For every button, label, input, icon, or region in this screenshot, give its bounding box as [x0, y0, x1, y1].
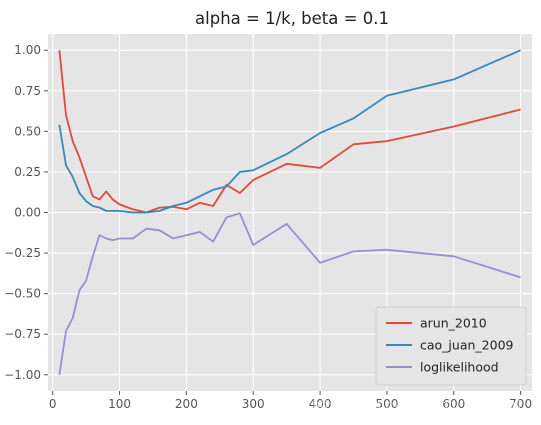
legend-label: cao_juan_2009 [420, 338, 514, 353]
x-tick-label: 0 [49, 397, 57, 411]
y-tick-label: −1.00 [4, 368, 41, 382]
y-tick-label: 0.50 [14, 124, 41, 138]
x-tick-label: 700 [509, 397, 532, 411]
y-tick-label: 1.00 [14, 43, 41, 57]
x-tick-label: 600 [442, 397, 465, 411]
series-line-arun_2010 [58, 50, 521, 214]
y-tick-label: 0.25 [14, 165, 41, 179]
y-tick-label: 0.00 [14, 206, 41, 220]
x-tick-label: 400 [309, 397, 332, 411]
y-tick-label: 0.75 [14, 84, 41, 98]
legend-box [375, 306, 527, 386]
x-tick-label: 100 [108, 397, 131, 411]
legend-label: loglikelihood [420, 360, 499, 375]
series-lines [58, 49, 521, 375]
series-line-cao_juan_2009 [58, 49, 521, 214]
y-tick-label: −0.25 [4, 246, 41, 260]
legend-label: arun_2010 [420, 316, 487, 331]
series-line-loglikelihood [58, 212, 521, 375]
x-tick-label: 200 [175, 397, 198, 411]
x-tick-label: 500 [375, 397, 398, 411]
y-tick-label: −0.50 [4, 287, 41, 301]
chart-title: alpha = 1/k, beta = 0.1 [195, 9, 389, 28]
legend: arun_2010 cao_juan_2009 loglikelihood [375, 306, 527, 386]
y-tick-label: −0.75 [4, 327, 41, 341]
x-tick-label: 300 [242, 397, 265, 411]
tick-labels: 0 100 200 300 400 500 600 700 −1.00 −0.75 −0.50 −0.… [4, 43, 532, 411]
